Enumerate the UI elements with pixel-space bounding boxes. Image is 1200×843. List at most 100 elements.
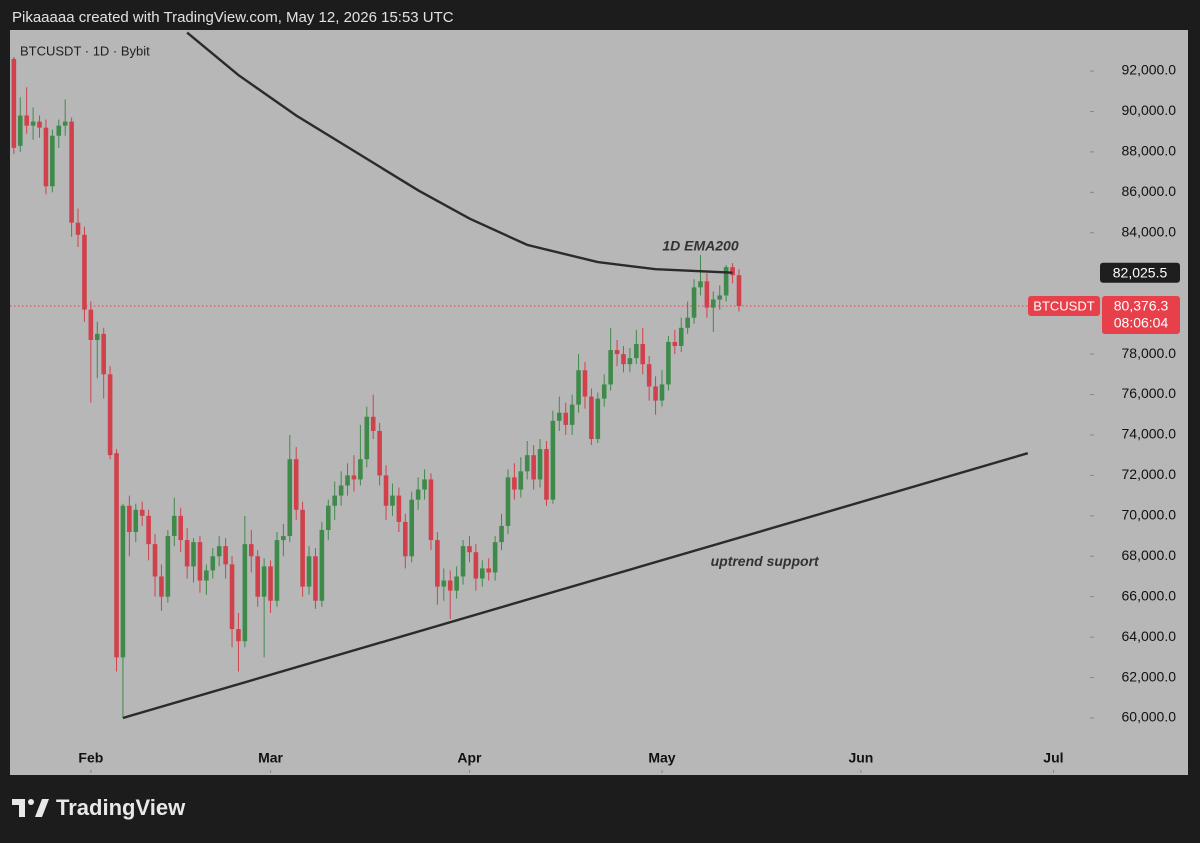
candle-body bbox=[486, 568, 492, 573]
candle-body bbox=[94, 333, 100, 340]
candle-body bbox=[685, 317, 690, 328]
candle-body bbox=[698, 281, 703, 288]
x-tick-label: Jun bbox=[848, 750, 873, 766]
candle-body bbox=[75, 222, 81, 235]
candle-body bbox=[171, 515, 177, 537]
candle-body bbox=[107, 374, 113, 456]
y-tick-label: 68,000.0 bbox=[1122, 547, 1177, 563]
candle-body bbox=[730, 267, 735, 276]
candle-body bbox=[428, 479, 434, 541]
candle-body bbox=[435, 540, 440, 587]
candle-body bbox=[563, 412, 569, 425]
candle-body bbox=[191, 542, 196, 567]
logo-icon-dot bbox=[28, 799, 34, 805]
annotation: uptrend support bbox=[711, 553, 820, 569]
candle-body bbox=[242, 544, 248, 642]
annotation: 1D EMA200 bbox=[662, 238, 738, 254]
candle-body bbox=[62, 121, 68, 126]
candle-body bbox=[197, 542, 203, 581]
candle-body bbox=[383, 475, 389, 506]
last-price-label: 80,376.3 bbox=[1114, 298, 1169, 314]
candle-body bbox=[358, 459, 363, 480]
candle-body bbox=[396, 495, 402, 522]
candle-body bbox=[345, 475, 350, 486]
candle-body bbox=[608, 350, 613, 385]
symbol-info: BTCUSDT · 1D · Bybit bbox=[20, 43, 150, 58]
candle-body bbox=[550, 420, 556, 500]
candle-body bbox=[293, 459, 299, 510]
candle-body bbox=[11, 58, 17, 148]
candle-body bbox=[287, 459, 293, 537]
candle-body bbox=[255, 556, 261, 597]
candle-body bbox=[691, 287, 697, 318]
x-tick-label: Mar bbox=[258, 750, 283, 766]
candle-body bbox=[666, 341, 671, 385]
candle-body bbox=[621, 354, 626, 365]
candle-body bbox=[524, 455, 530, 472]
candle-body bbox=[415, 489, 421, 500]
candle-body bbox=[531, 455, 536, 480]
candle-body bbox=[422, 479, 427, 490]
x-tick-label: Jul bbox=[1043, 750, 1063, 766]
candle-body bbox=[364, 416, 370, 460]
candle-body bbox=[492, 542, 498, 573]
y-tick-label: 66,000.0 bbox=[1122, 587, 1177, 603]
candle-body bbox=[544, 449, 549, 500]
candle-body bbox=[678, 327, 684, 347]
y-tick-label: 84,000.0 bbox=[1122, 223, 1177, 239]
y-tick-label: 88,000.0 bbox=[1122, 143, 1177, 159]
candle-body bbox=[216, 546, 222, 557]
candle-body bbox=[402, 521, 408, 557]
candle-body bbox=[537, 449, 543, 480]
axes: 60,000.0 62,000.0 64,000.0 66,000.0 68,000.0… bbox=[78, 62, 1180, 773]
logo-icon bbox=[12, 799, 25, 817]
logo-text: TradingView bbox=[56, 795, 186, 820]
logo-icon-slash bbox=[35, 799, 49, 817]
candle-body bbox=[325, 505, 331, 530]
candle-body bbox=[120, 505, 126, 658]
candle-body bbox=[473, 552, 479, 579]
y-tick-label: 76,000.0 bbox=[1122, 385, 1177, 401]
candle-body bbox=[711, 299, 716, 308]
candle-body bbox=[646, 364, 652, 387]
y-tick-label: 70,000.0 bbox=[1122, 507, 1177, 523]
candle-body bbox=[338, 485, 344, 496]
y-tick-label: 74,000.0 bbox=[1122, 426, 1177, 442]
candle-body bbox=[159, 576, 164, 597]
candle-body bbox=[499, 525, 504, 543]
y-tick-label: 62,000.0 bbox=[1122, 668, 1177, 684]
y-tick-label: 86,000.0 bbox=[1122, 183, 1177, 199]
plot-area: 1D EMA200 uptrend support bbox=[10, 31, 1090, 720]
x-tick-label: Apr bbox=[457, 750, 482, 766]
candle-body bbox=[557, 412, 562, 421]
candle-body bbox=[595, 398, 601, 440]
candle-body bbox=[223, 546, 228, 565]
candle-body bbox=[518, 471, 524, 490]
candle-body bbox=[281, 536, 286, 541]
trend-line bbox=[122, 452, 1029, 720]
candle-body bbox=[101, 333, 106, 375]
candle-body bbox=[37, 121, 42, 128]
candle-body bbox=[178, 515, 183, 541]
candle-body bbox=[454, 576, 459, 591]
candle-body bbox=[313, 556, 318, 601]
candle-body bbox=[210, 556, 216, 571]
candle-body bbox=[447, 580, 453, 591]
header-text: Pikaaaaa created with TradingView.com, M… bbox=[12, 9, 454, 26]
candle-body bbox=[460, 546, 466, 577]
candle-body bbox=[69, 121, 74, 223]
ema-price-tag bbox=[1100, 262, 1180, 283]
candle-body bbox=[30, 121, 36, 126]
candle-body bbox=[184, 540, 190, 567]
candle-body bbox=[505, 477, 511, 526]
candle-body bbox=[569, 404, 575, 425]
candle-body bbox=[127, 505, 132, 533]
candle-body bbox=[82, 234, 87, 310]
x-tick-label: May bbox=[648, 750, 675, 766]
candle-body bbox=[640, 343, 646, 365]
y-tick-label: 78,000.0 bbox=[1122, 345, 1177, 361]
ema-price-label: 82,025.5 bbox=[1113, 264, 1168, 280]
candle-body bbox=[88, 309, 94, 340]
candle-body bbox=[409, 499, 415, 557]
